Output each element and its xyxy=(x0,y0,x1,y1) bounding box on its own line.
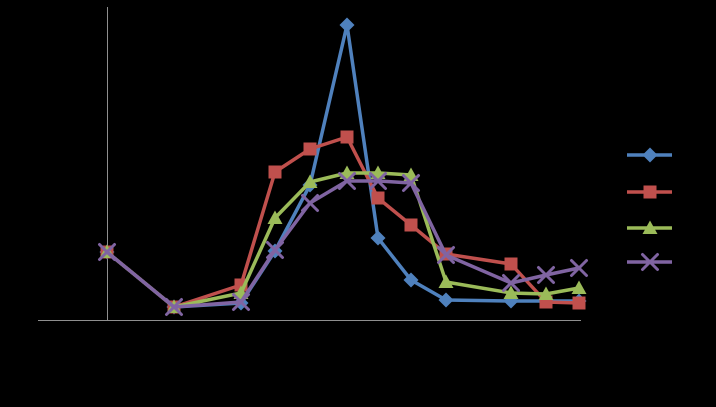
diamond-marker-icon xyxy=(403,272,419,288)
x-cross-marker-icon xyxy=(402,174,420,192)
square-marker-icon xyxy=(643,185,657,199)
diamond-marker-icon xyxy=(642,147,658,163)
triangle-marker-icon xyxy=(438,274,454,288)
square-marker-icon xyxy=(404,218,418,232)
series-series4-line xyxy=(105,179,581,309)
x-cross-marker-icon xyxy=(369,172,387,190)
square-marker-icon xyxy=(504,257,518,271)
legend-item-series3 xyxy=(627,220,672,234)
legend xyxy=(627,147,672,271)
x-cross-marker-icon xyxy=(437,246,455,264)
square-marker-icon xyxy=(268,165,282,179)
diamond-marker-icon xyxy=(339,17,355,33)
x-cross-marker-icon xyxy=(641,253,659,271)
x-cross-marker-icon xyxy=(537,266,555,284)
triangle-marker-icon xyxy=(302,174,318,188)
diamond-marker-icon xyxy=(370,230,386,246)
triangle-marker-icon xyxy=(642,220,658,234)
legend-item-series4 xyxy=(627,253,672,271)
x-cross-marker-icon xyxy=(98,243,116,261)
x-cross-marker-icon xyxy=(338,172,356,190)
legend-item-series1 xyxy=(627,147,672,163)
x-cross-marker-icon xyxy=(301,194,319,212)
triangle-marker-icon xyxy=(503,285,519,299)
square-marker-icon xyxy=(371,191,385,205)
triangle-marker-icon xyxy=(571,280,587,294)
legend-item-series2 xyxy=(627,185,672,199)
x-cross-marker-icon xyxy=(502,274,520,292)
square-marker-icon xyxy=(303,142,317,156)
x-cross-marker-icon xyxy=(570,259,588,277)
triangle-marker-icon xyxy=(538,286,554,300)
triangle-marker-icon xyxy=(267,210,283,224)
x-cross-marker-icon xyxy=(232,293,250,311)
x-cross-marker-icon xyxy=(165,298,183,316)
series-series4-x-cross xyxy=(98,172,588,316)
square-marker-icon xyxy=(572,296,586,310)
x-cross-marker-icon xyxy=(266,241,284,259)
diamond-marker-icon xyxy=(438,292,454,308)
square-marker-icon xyxy=(340,130,354,144)
series-series3-triangle xyxy=(99,165,587,313)
series-series3-line xyxy=(105,171,581,309)
